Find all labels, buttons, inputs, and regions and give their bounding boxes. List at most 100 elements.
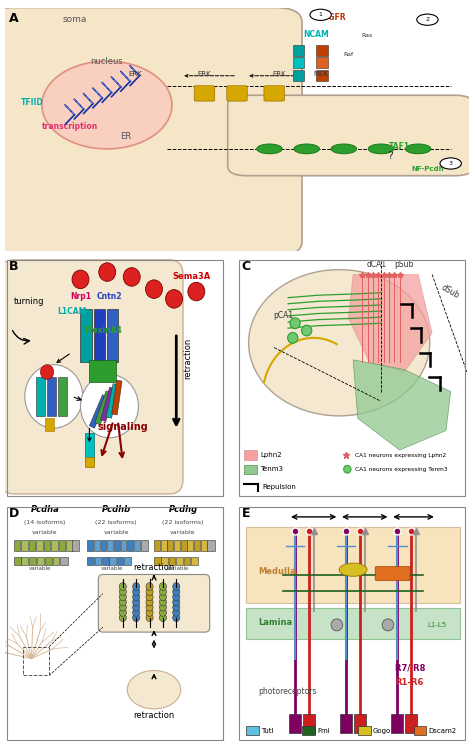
Bar (191, 556, 198, 565)
Circle shape (146, 593, 153, 601)
Text: Cntn2: Cntn2 (97, 292, 122, 301)
Text: Lamina: Lamina (258, 618, 292, 627)
Text: ?: ? (387, 151, 393, 160)
Circle shape (133, 583, 140, 590)
Circle shape (417, 14, 438, 26)
Bar (36, 540, 43, 550)
FancyBboxPatch shape (0, 8, 302, 256)
Bar (85, 458, 94, 467)
Bar (187, 540, 193, 550)
Bar (72, 540, 79, 550)
Bar (293, 70, 304, 81)
Bar (21, 540, 28, 550)
Text: Fmi: Fmi (317, 728, 330, 734)
Circle shape (119, 598, 127, 606)
Text: TAF1: TAF1 (389, 142, 410, 151)
Bar (59, 540, 65, 550)
Text: variable: variable (29, 566, 52, 571)
Bar (14, 556, 20, 565)
Bar (413, 726, 426, 735)
Bar (176, 556, 183, 565)
Bar (154, 540, 160, 550)
FancyBboxPatch shape (0, 260, 183, 494)
Text: ERK: ERK (198, 70, 211, 76)
Bar (302, 726, 315, 735)
Bar (124, 556, 131, 565)
Ellipse shape (294, 144, 319, 154)
Bar (47, 376, 56, 416)
Text: C: C (242, 260, 251, 273)
Text: B: B (9, 260, 18, 273)
Circle shape (173, 588, 180, 596)
Bar (303, 714, 315, 733)
Text: soma: soma (62, 15, 87, 24)
Text: L1CAM: L1CAM (57, 307, 86, 316)
Text: pSub: pSub (394, 260, 414, 269)
Bar (405, 714, 417, 733)
Circle shape (344, 465, 351, 473)
Bar (161, 540, 166, 550)
Ellipse shape (405, 144, 431, 154)
Bar (29, 556, 36, 565)
Circle shape (133, 604, 140, 611)
Circle shape (301, 326, 312, 336)
Text: 1: 1 (319, 12, 322, 17)
Circle shape (146, 583, 153, 590)
Circle shape (72, 270, 89, 289)
Text: E: E (242, 507, 250, 520)
Text: ERK: ERK (272, 70, 286, 76)
Bar (174, 540, 180, 550)
Circle shape (133, 609, 140, 616)
Text: dSub: dSub (440, 284, 461, 301)
Bar (201, 540, 207, 550)
Bar (45, 556, 52, 565)
Text: photoreceptors: photoreceptors (258, 688, 317, 697)
FancyBboxPatch shape (98, 574, 210, 632)
Text: Pcdhb: Pcdhb (101, 505, 131, 514)
Circle shape (165, 290, 182, 308)
Circle shape (146, 280, 163, 298)
Bar (94, 309, 105, 362)
Text: retraction: retraction (133, 712, 174, 721)
Bar (51, 540, 58, 550)
Text: TFIID: TFIID (21, 98, 44, 107)
Circle shape (290, 318, 300, 328)
Text: Medulla: Medulla (258, 568, 295, 577)
Text: Gogo: Gogo (373, 728, 391, 734)
Circle shape (146, 614, 153, 622)
Text: NF-Pcdh: NF-Pcdh (411, 166, 444, 172)
Circle shape (81, 374, 138, 438)
Bar (60, 556, 68, 565)
Polygon shape (246, 526, 460, 603)
Text: D: D (9, 507, 19, 520)
Circle shape (119, 583, 127, 590)
Circle shape (133, 593, 140, 601)
Text: retraction: retraction (183, 338, 192, 379)
Text: FGFR: FGFR (323, 13, 346, 22)
Circle shape (159, 609, 166, 616)
Circle shape (159, 588, 166, 596)
Circle shape (382, 619, 394, 631)
Text: Sema3A: Sema3A (173, 272, 211, 281)
Circle shape (119, 614, 127, 622)
Bar (293, 58, 304, 68)
Bar (107, 309, 118, 362)
Circle shape (159, 604, 166, 611)
Circle shape (146, 588, 153, 596)
Bar (184, 556, 190, 565)
Circle shape (173, 609, 180, 616)
Text: A: A (9, 13, 19, 26)
Bar (100, 387, 115, 422)
Text: signaling: signaling (98, 422, 148, 433)
Bar (66, 540, 73, 550)
Bar (244, 464, 257, 474)
Bar (392, 714, 403, 733)
Text: Nrp1: Nrp1 (70, 292, 91, 301)
Text: turning: turning (14, 297, 44, 306)
Bar (316, 70, 328, 81)
Text: variable: variable (32, 530, 57, 535)
Ellipse shape (257, 144, 283, 154)
Text: retraction: retraction (133, 562, 174, 572)
Text: variable: variable (167, 566, 190, 571)
Text: 3: 3 (449, 161, 453, 166)
